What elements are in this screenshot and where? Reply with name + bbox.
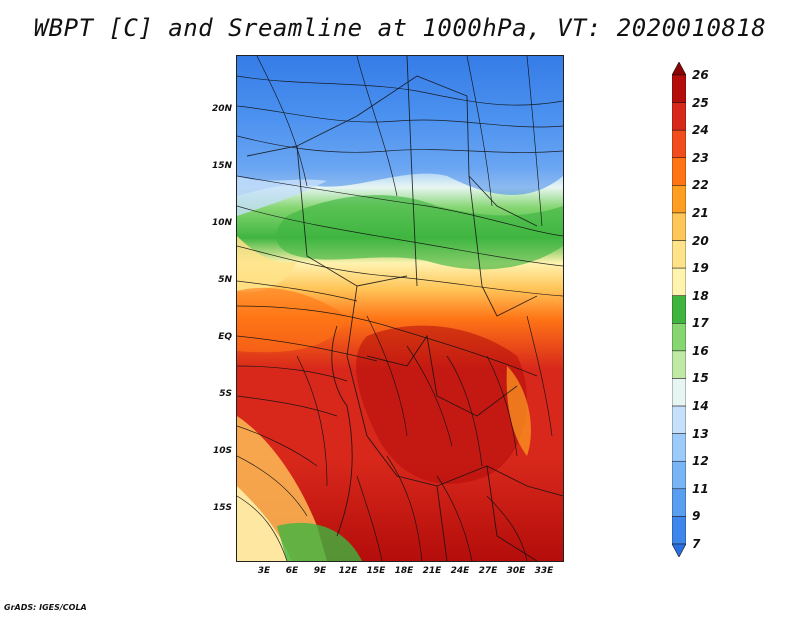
colorbar-bin (672, 433, 686, 462)
colorbar-bin (672, 516, 686, 545)
colorbar-bottom-triangle (672, 543, 686, 557)
colorbar-label: 11 (692, 481, 709, 496)
colorbar-bin (672, 350, 686, 379)
lon-label: 27E (478, 566, 498, 576)
lon-label: 9E (313, 566, 327, 576)
colorbar-label: 22 (692, 178, 709, 193)
lat-label: 10N (211, 218, 232, 228)
lon-label: 6E (285, 566, 299, 576)
lat-label: 15N (211, 161, 232, 171)
colorbar-bin (672, 185, 686, 214)
colorbar-label: 9 (692, 509, 701, 524)
lat-label: EQ (218, 332, 232, 342)
colorbar-label: 23 (692, 150, 709, 165)
colorbar-label: 26 (692, 68, 709, 82)
lon-label: 33E (534, 566, 554, 576)
colorbar-label: 25 (692, 95, 709, 110)
colorbar-label: 15 (692, 371, 709, 386)
colorbar-label: 24 (692, 123, 709, 138)
grads-credit: GrADS: IGES/COLA (4, 603, 87, 612)
map-panel (236, 55, 564, 562)
colorbar-label: 19 (692, 261, 709, 276)
colorbar-bin (672, 323, 686, 352)
lon-label: 3E (257, 566, 271, 576)
colorbar-bin (672, 295, 686, 324)
colorbar-bin (672, 240, 686, 269)
lon-label: 18E (394, 566, 414, 576)
colorbar-bin (672, 102, 686, 131)
colorbar-bin (672, 157, 686, 186)
lat-label: 15S (212, 503, 232, 513)
colorbar-label: 13 (692, 426, 709, 441)
colorbar-top-triangle (672, 62, 686, 76)
lon-label: 21E (422, 566, 442, 576)
colorbar-label: 21 (692, 205, 709, 220)
colorbar-label: 17 (692, 316, 709, 331)
colorbar (672, 62, 686, 557)
colorbar-bin (672, 460, 686, 490)
lon-label: 15E (366, 566, 386, 576)
colorbar-label: 7 (692, 537, 701, 551)
map-title: WBPT [C] and Sreamline at 1000hPa, VT: 2… (33, 14, 767, 42)
lat-label: 20N (211, 104, 232, 114)
colorbar-label: 12 (692, 454, 709, 469)
colorbar-label: 18 (692, 288, 709, 303)
colorbar-bin (672, 129, 686, 159)
colorbar-bin (672, 378, 686, 407)
colorbar-label: 14 (692, 399, 709, 414)
lon-label: 12E (338, 566, 358, 576)
colorbar-label: 20 (692, 233, 709, 248)
lat-label: 10S (212, 446, 232, 456)
wbpt-field-map (237, 56, 563, 561)
lat-label: 5S (219, 389, 232, 399)
lat-label: 5N (218, 275, 232, 285)
colorbar-bin (672, 488, 686, 517)
colorbar-bin (672, 405, 686, 434)
lon-label: 30E (506, 566, 526, 576)
colorbar-label: 16 (692, 343, 709, 358)
colorbar-bin (672, 212, 686, 241)
colorbar-bin (672, 74, 686, 103)
colorbar-bin (672, 267, 686, 296)
lon-label: 24E (450, 566, 470, 576)
